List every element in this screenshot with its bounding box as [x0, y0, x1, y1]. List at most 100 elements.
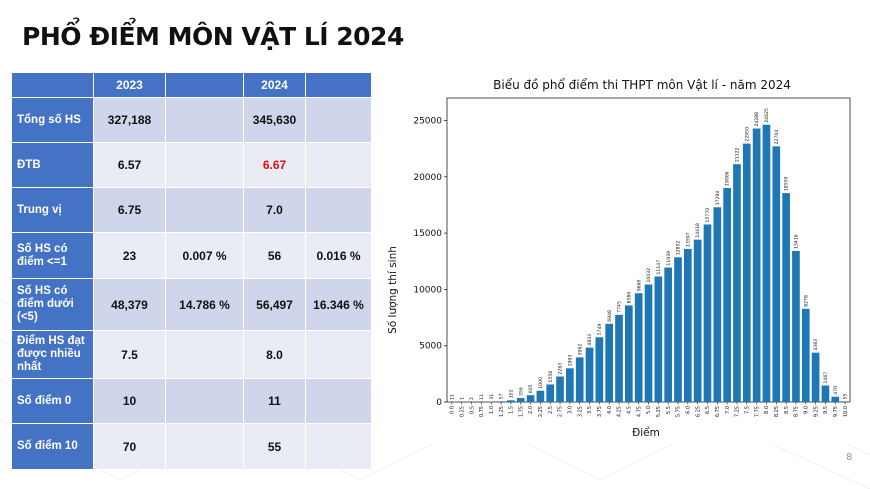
bar-data-label: 22704	[774, 130, 780, 145]
table-row: Số HS có điểm dưới (<5) 48,379 14.786 % …	[11, 278, 372, 331]
bar-data-label: 1467	[823, 372, 829, 384]
percent-2023	[165, 423, 244, 470]
table-row: Số HS có điểm <=1 23 0.007 % 56 0.016 %	[11, 232, 372, 279]
x-tick-label: 1.0	[489, 406, 495, 414]
x-tick-label: 6.5	[705, 406, 711, 414]
bar	[674, 257, 682, 402]
bar-data-label: 18550	[784, 176, 790, 191]
bar-data-label: 4833	[587, 334, 593, 346]
bar	[693, 239, 702, 402]
y-tick-label: 0	[436, 398, 442, 408]
bar	[497, 401, 505, 402]
x-tick-label: 3.75	[597, 406, 603, 417]
x-tick-label: 1.25	[499, 406, 505, 417]
bar-data-label: 11	[450, 394, 456, 400]
bar-data-label: 5749	[597, 324, 603, 336]
bar-data-label: 1000	[538, 377, 544, 389]
bar	[792, 250, 800, 402]
x-tick-label: 6.0	[686, 406, 692, 414]
percent-2024	[305, 423, 372, 470]
y-tick-label: 10000	[413, 285, 442, 295]
row-label: Số HS có điểm <=1	[11, 232, 94, 279]
x-tick-label: 3.5	[587, 406, 593, 414]
table-row: Tổng số HS 327,188 345,630	[11, 97, 372, 143]
bar-data-label: 4383	[813, 339, 819, 351]
bar-data-label: 356	[518, 387, 524, 396]
bar	[634, 293, 643, 402]
bar	[782, 193, 790, 402]
percent-2024	[305, 187, 372, 233]
x-tick-label: 5.0	[646, 406, 652, 414]
percent-2023	[165, 97, 244, 143]
x-tick-label: 0.75	[479, 406, 485, 417]
bar-data-label: 31	[489, 394, 495, 400]
x-tick-label: 8.25	[774, 406, 780, 417]
x-tick-label: 8.0	[764, 406, 770, 414]
bar	[831, 396, 840, 402]
header-cell-empty	[11, 72, 94, 98]
table-row: Trung vị 6.75 7.0	[11, 187, 372, 233]
percent-2023: 0.007 %	[165, 232, 244, 279]
bar	[713, 207, 722, 402]
value-2023: 327,188	[93, 97, 166, 143]
header-cell-2024-pct	[305, 72, 372, 98]
chart-title: Biểu đồ phổ điểm thi THPT môn Vật lí - n…	[493, 78, 791, 92]
bar	[654, 276, 663, 402]
bar	[605, 323, 614, 402]
row-label: Trung vị	[11, 187, 94, 233]
row-label: Số điểm 10	[11, 423, 94, 470]
bar	[723, 188, 731, 402]
x-tick-label: 5.25	[656, 406, 662, 417]
x-tick-label: 4.0	[607, 406, 613, 414]
bar	[703, 224, 712, 402]
value-2024: 56,497	[243, 278, 306, 331]
percent-2023	[165, 330, 244, 379]
bar	[772, 146, 781, 402]
x-tick-label: 4.5	[627, 406, 633, 414]
x-tick-label: 0.0	[450, 406, 456, 414]
header-cell-2023: 2023	[93, 72, 166, 98]
bar	[546, 384, 555, 402]
bar-data-label: 1	[459, 397, 465, 400]
row-label: Số HS có điểm dưới (<5)	[11, 278, 94, 331]
x-tick-label: 3.25	[577, 406, 583, 417]
bar	[575, 357, 584, 402]
bar-data-label: 9660	[636, 279, 642, 291]
bar-data-label: 1558	[548, 371, 554, 383]
bar-data-label: 470	[833, 386, 839, 395]
bar	[801, 308, 810, 402]
bar-data-label: 152	[508, 389, 514, 398]
page-number: 8	[846, 452, 852, 463]
bar-data-label: 24625	[764, 108, 770, 123]
bar-data-label: 11939	[666, 251, 672, 266]
bar-data-label: 15770	[705, 208, 711, 223]
percent-2024	[305, 378, 372, 424]
header-cell-2023-pct	[165, 72, 244, 98]
x-tick-label: 0.5	[469, 406, 475, 414]
bar-data-label: 22950	[744, 127, 750, 142]
bar-data-label: 19006	[725, 171, 731, 186]
table-header-row: 2023 2024	[11, 72, 372, 98]
row-label: Điểm HS đạt được nhiều nhất	[11, 330, 94, 379]
value-2024: 345,630	[243, 97, 306, 143]
percent-2024	[305, 330, 372, 379]
value-2024: 11	[243, 378, 306, 424]
value-2023: 6.57	[93, 142, 166, 188]
value-2024: 7.0	[243, 187, 306, 233]
bar	[841, 401, 849, 402]
bar	[625, 305, 633, 402]
x-tick-label: 2.25	[538, 406, 544, 417]
bar-data-label: 55	[843, 393, 849, 399]
value-2023: 23	[93, 232, 166, 279]
value-2023: 7.5	[93, 330, 166, 379]
x-tick-label: 1.75	[518, 406, 524, 417]
bar	[733, 164, 741, 402]
value-2023: 70	[93, 423, 166, 470]
x-tick-label: 7.25	[735, 406, 741, 417]
bar-data-label: 17294	[715, 191, 721, 206]
x-tick-label: 7.0	[725, 406, 731, 414]
value-2024: 55	[243, 423, 306, 470]
bar	[595, 337, 604, 402]
bar-data-label: 2	[469, 397, 475, 400]
bar-data-label: 7745	[617, 301, 623, 313]
